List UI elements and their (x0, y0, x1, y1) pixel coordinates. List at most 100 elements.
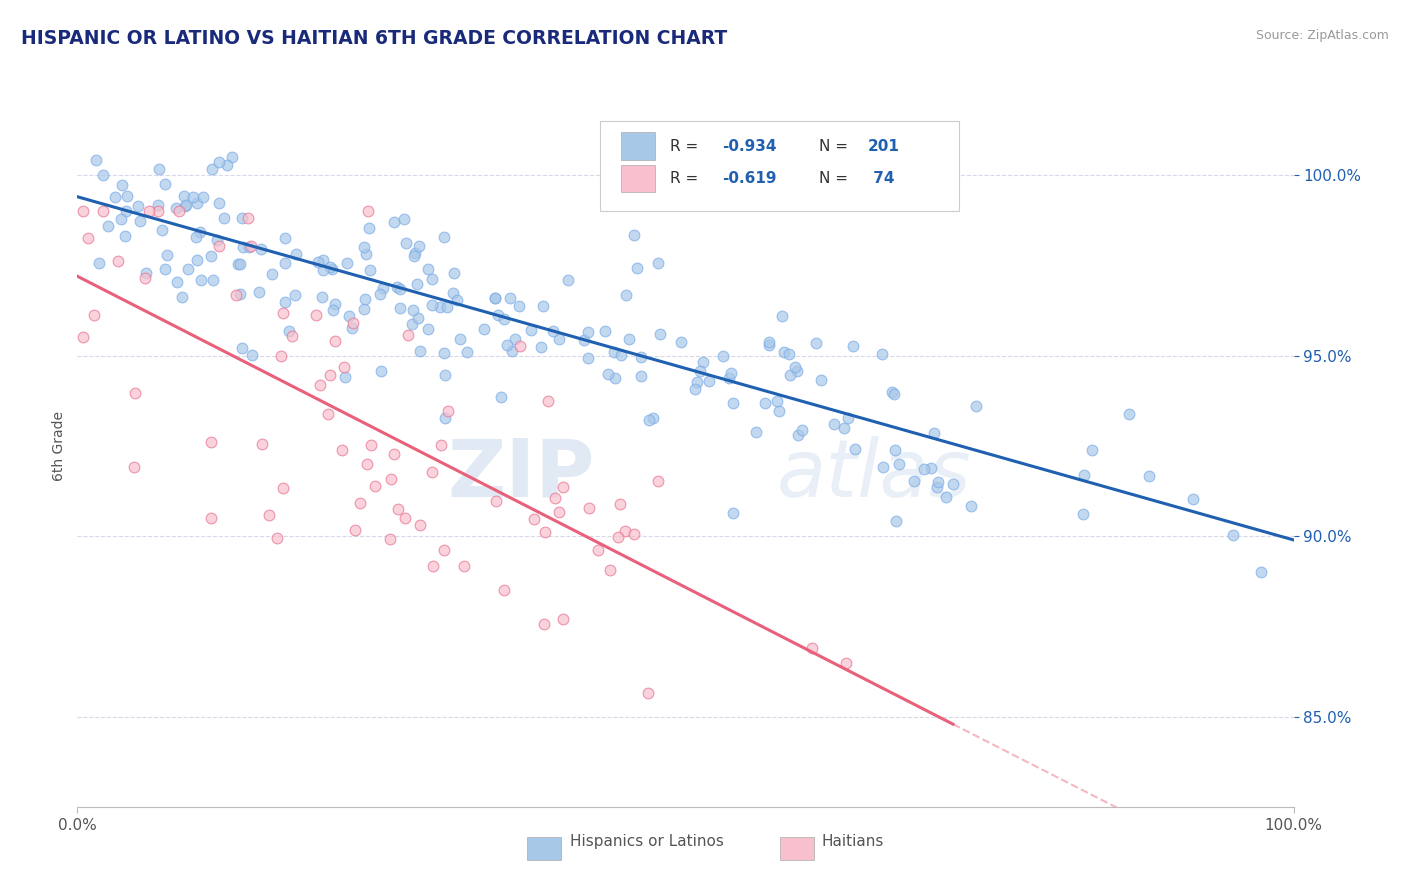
FancyBboxPatch shape (527, 837, 561, 860)
Point (872, 346, 894, 360)
Point (647, 474, 669, 488)
Point (408, 239, 430, 253)
Point (441, 285, 464, 300)
Point (344, 523, 367, 537)
Point (250, 437, 273, 451)
Point (354, 246, 377, 260)
Point (170, 290, 193, 304)
Point (316, 407, 339, 421)
Point (281, 329, 304, 343)
Point (572, 333, 595, 347)
Point (835, 656, 858, 670)
Point (959, 499, 981, 513)
Point (779, 368, 801, 383)
Point (186, 230, 208, 244)
Point (501, 343, 523, 358)
FancyBboxPatch shape (621, 132, 655, 160)
Point (453, 558, 475, 573)
Point (107, 254, 129, 268)
Point (311, 290, 333, 304)
Point (832, 421, 855, 435)
Point (576, 325, 599, 339)
Point (387, 280, 409, 294)
Point (205, 234, 228, 248)
Point (360, 437, 382, 451)
Point (406, 310, 429, 325)
Point (271, 306, 294, 320)
Point (551, 612, 574, 626)
Point (922, 426, 945, 441)
Point (486, 308, 509, 322)
Point (394, 510, 416, 524)
Point (723, 395, 745, 409)
Point (135, 266, 157, 280)
Point (433, 229, 456, 244)
Point (443, 266, 465, 280)
Point (884, 514, 907, 528)
Point (823, 417, 845, 431)
Point (768, 403, 790, 417)
Point (337, 309, 360, 323)
Point (202, 273, 225, 287)
Point (129, 214, 152, 228)
Point (138, 204, 160, 219)
Point (110, 212, 132, 227)
Point (370, 286, 392, 301)
Point (353, 240, 375, 254)
Point (484, 291, 506, 305)
Text: atlas: atlas (776, 436, 972, 514)
Point (111, 178, 134, 192)
Point (115, 204, 138, 219)
Point (208, 239, 231, 253)
Point (884, 443, 907, 458)
Point (430, 438, 453, 452)
Point (349, 496, 371, 510)
Point (434, 410, 457, 425)
Point (388, 301, 411, 316)
Point (416, 261, 439, 276)
Point (382, 215, 405, 229)
Point (844, 442, 866, 457)
Point (630, 369, 652, 384)
Point (378, 533, 401, 547)
Point (260, 267, 283, 281)
Point (436, 300, 458, 314)
FancyBboxPatch shape (621, 165, 655, 193)
Point (537, 393, 560, 408)
Point (485, 494, 508, 508)
Point (903, 474, 925, 488)
Point (401, 317, 423, 331)
Point (174, 197, 197, 211)
Y-axis label: 6th Grade: 6th Grade (52, 411, 66, 481)
Point (406, 277, 429, 292)
Point (336, 256, 359, 270)
Point (236, 211, 259, 226)
Point (221, 150, 243, 164)
Point (146, 204, 169, 219)
Point (333, 359, 356, 374)
Text: Haitians: Haitians (821, 834, 884, 849)
Point (307, 254, 329, 268)
Point (364, 478, 387, 492)
Point (77, 231, 100, 245)
Point (240, 239, 263, 253)
Point (402, 303, 425, 318)
Point (186, 195, 208, 210)
Point (323, 334, 346, 349)
Point (544, 491, 567, 506)
Point (1250, 566, 1272, 580)
Point (617, 333, 640, 347)
Point (772, 344, 794, 359)
Point (382, 447, 405, 461)
Point (446, 293, 468, 307)
Point (319, 260, 342, 274)
Text: -0.934: -0.934 (721, 138, 776, 153)
Point (84, 153, 107, 167)
Point (271, 482, 294, 496)
Point (534, 524, 557, 539)
Point (207, 195, 229, 210)
Point (912, 461, 935, 475)
Point (173, 199, 195, 213)
Point (603, 345, 626, 359)
Point (609, 348, 631, 362)
